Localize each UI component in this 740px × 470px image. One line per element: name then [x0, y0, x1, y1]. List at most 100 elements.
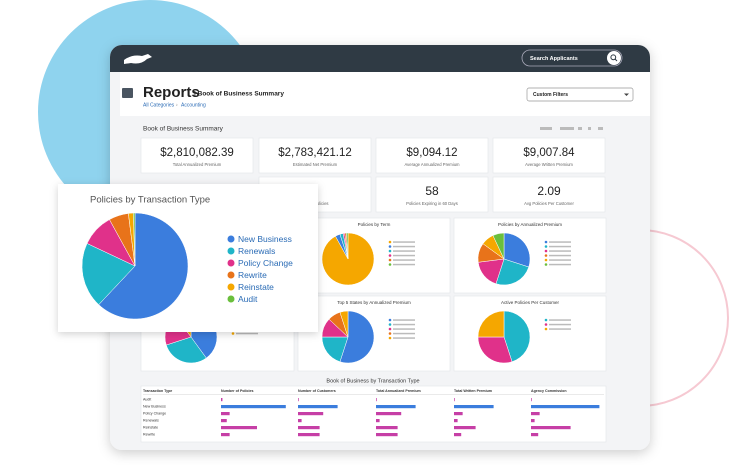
- legend-swatch: [544, 263, 548, 266]
- filter-dropdown[interactable]: [526, 87, 634, 102]
- toolbar-item[interactable]: [588, 127, 591, 130]
- legend-label: Renewals: [238, 246, 275, 256]
- kpi-label: Avg Policies Per Customer: [524, 201, 574, 206]
- chart-panel-title: Policies by Term: [358, 222, 391, 227]
- table-bar: [298, 419, 302, 423]
- kpi-value: $2,783,421.12: [278, 147, 352, 159]
- toolbar-item[interactable]: [578, 127, 582, 130]
- kpi-value: $9,007.84: [523, 147, 575, 159]
- legend-swatch: [227, 259, 235, 267]
- table-bar: [454, 419, 458, 423]
- chart-panel-title: Active Policies Per Customer: [501, 300, 560, 305]
- chart-panel-title: Policies by Annualized Premium: [498, 222, 562, 227]
- legend-text: [549, 328, 571, 330]
- search-box[interactable]: [521, 49, 623, 67]
- table-bar: [298, 433, 320, 437]
- kpi-label: Average Annualized Premium: [404, 162, 460, 167]
- pie-slice: [98, 212, 189, 320]
- dropdown-arrow: [624, 93, 629, 96]
- kpi-label: Estimated Net Premium: [293, 162, 338, 167]
- kpi-value: $2,810,082.39: [160, 147, 234, 159]
- toolbar-item[interactable]: [540, 127, 552, 130]
- kpi-label: Total Annualized Premium: [173, 162, 222, 167]
- legend-swatch: [388, 327, 392, 331]
- table-bg: [140, 385, 607, 443]
- pie-slice: [165, 336, 207, 364]
- legend-text: [549, 259, 571, 261]
- toolbar-item[interactable]: [560, 127, 574, 130]
- legend-label: Policy Change: [238, 258, 293, 268]
- legend-text: [393, 337, 415, 339]
- legend-text: [393, 241, 415, 243]
- kpi-card: [375, 137, 489, 174]
- table-title: Book of Business by Transaction Type: [326, 378, 419, 384]
- table-bar: [531, 398, 532, 402]
- kpi-value: 2.09: [537, 184, 561, 198]
- pie-slice: [477, 310, 505, 338]
- pie-slice: [492, 232, 505, 260]
- kpi-value: $9,094.12: [406, 147, 457, 159]
- pie-slice: [495, 258, 530, 286]
- toolbar-item[interactable]: [598, 127, 603, 130]
- kpi-card: [492, 176, 606, 213]
- table-cell: New Business: [143, 404, 166, 408]
- table-bar: [531, 433, 539, 437]
- search-button[interactable]: [607, 51, 621, 65]
- legend-swatch: [388, 249, 392, 253]
- legend-text: [393, 245, 415, 248]
- table-bar: [221, 405, 286, 409]
- legend-swatch: [544, 318, 548, 322]
- table-bar: [376, 412, 402, 416]
- pie-slice: [133, 212, 136, 267]
- legend-text: [549, 254, 571, 257]
- pie-slice: [339, 310, 375, 364]
- legend-text: [549, 250, 571, 252]
- kpi-card: [375, 176, 489, 213]
- kpi-label: Policies Expiring in 60 Days: [406, 201, 458, 206]
- overlay-title: Policies by Transaction Type: [90, 195, 210, 206]
- table-bar: [221, 419, 227, 423]
- breadcrumb[interactable]: All Categories: [143, 102, 175, 108]
- legend-label: New Business: [238, 234, 292, 244]
- breadcrumb[interactable]: Accounting: [181, 102, 206, 108]
- legend-swatch: [227, 295, 235, 303]
- breadcrumb-sep: ›: [176, 102, 178, 108]
- legend-text: [393, 328, 415, 330]
- legend-label: Rewrite: [238, 270, 267, 280]
- table-bar: [221, 426, 257, 430]
- kpi-label: Average Written Premium: [525, 162, 573, 167]
- search-icon: [614, 58, 618, 62]
- kpi-card: [258, 137, 372, 174]
- kpi-card: [492, 137, 606, 174]
- legend-text: [393, 250, 415, 252]
- table-bar: [298, 412, 324, 416]
- table-bar: [376, 398, 377, 402]
- table-bar: [298, 426, 320, 430]
- reports-icon: [122, 88, 133, 98]
- table-cell: Renewals: [143, 418, 159, 422]
- table-bar: [454, 398, 455, 402]
- legend-swatch: [388, 245, 392, 248]
- legend-text: [549, 245, 571, 248]
- chart-panel-title: Top 5 States by Annualized Premium: [337, 300, 411, 305]
- table-bar: [454, 412, 463, 416]
- table-header: Total Written Premium: [454, 389, 492, 393]
- legend-text: [236, 332, 258, 335]
- legend-text: [393, 254, 415, 257]
- table-cell: Rewrite: [143, 432, 155, 436]
- legend-swatch: [231, 332, 235, 335]
- legend-swatch: [544, 323, 548, 326]
- legend-swatch: [544, 258, 548, 262]
- legend-swatch: [544, 254, 548, 257]
- page-subtitle: | Book of Business Summary: [194, 91, 284, 98]
- legend-text: [549, 241, 571, 243]
- legend-swatch: [544, 327, 548, 331]
- table-bar: [376, 433, 398, 437]
- legend-text: [393, 323, 415, 326]
- legend-swatch: [544, 249, 548, 253]
- kpi-card: [140, 137, 254, 174]
- search-placeholder: Search Applicants: [530, 56, 578, 62]
- pie-slice: [477, 336, 513, 364]
- page-title: Reports: [143, 84, 200, 101]
- section-title: Book of Business Summary: [143, 126, 224, 133]
